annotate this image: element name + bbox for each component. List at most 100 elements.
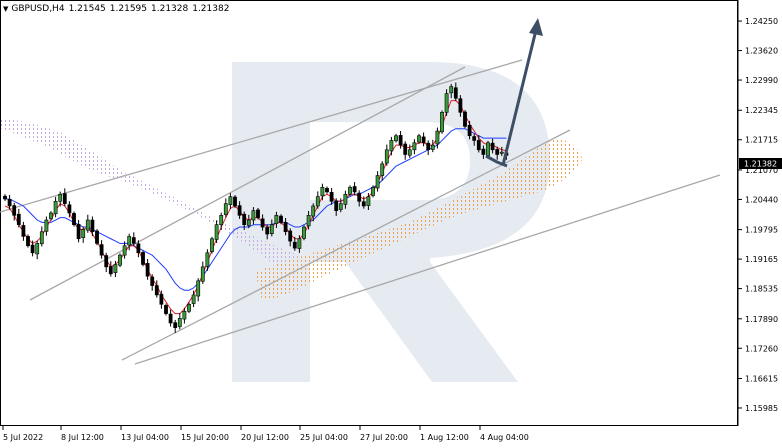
candle-body: [16, 213, 21, 226]
candle-body: [371, 186, 375, 196]
symbol-label: GBPUSD,H4: [11, 4, 65, 14]
candle-body: [274, 215, 279, 224]
candle: [145, 258, 150, 280]
candle-body: [463, 111, 467, 127]
candle: [325, 186, 329, 194]
price-tick-label: 1.20440: [745, 195, 778, 204]
candle-body: [380, 163, 385, 176]
candle: [237, 201, 242, 219]
candle-body: [191, 294, 196, 304]
candle: [449, 83, 454, 99]
price-tick-label: 1.22990: [745, 76, 778, 85]
candle-body: [228, 196, 233, 206]
candle-body: [481, 148, 486, 155]
candle-body: [311, 205, 316, 217]
candle: [260, 214, 265, 231]
candle-body: [219, 215, 224, 226]
candle-body: [279, 215, 283, 223]
price-tick-label: 1.23620: [745, 47, 778, 56]
candle: [453, 82, 458, 102]
open-value: 1.21545: [68, 4, 106, 14]
time-tick-label: 25 Jul 04:00: [300, 433, 348, 442]
candle-body: [127, 236, 132, 246]
candle: [297, 235, 302, 253]
price-axis: 1.24250 1.23620 1.22990 1.22345 1.21715 1.210…: [738, 17, 778, 413]
candle: [403, 141, 408, 160]
candle-body: [495, 149, 500, 155]
candle-body: [375, 175, 380, 189]
candle: [205, 249, 210, 271]
candle-body: [164, 305, 168, 314]
candle-body: [76, 224, 81, 240]
candle: [269, 219, 274, 237]
candle-body: [145, 263, 150, 277]
candle: [435, 127, 440, 149]
price-tick-label: 1.21070: [745, 166, 778, 175]
candle: [108, 261, 113, 277]
candle: [118, 253, 122, 268]
candle: [141, 250, 145, 267]
candle: [12, 202, 17, 221]
candle: [288, 228, 293, 247]
close-value: 1.21382: [192, 4, 230, 14]
candle: [444, 89, 449, 116]
candle: [177, 313, 182, 330]
candle-body: [440, 112, 444, 133]
candle: [136, 240, 141, 258]
candle-body: [246, 219, 251, 226]
candle-body: [154, 285, 159, 296]
candle-body: [173, 322, 178, 328]
candle-body: [288, 230, 293, 242]
candle-body: [30, 244, 35, 254]
candle: [49, 211, 53, 221]
candle: [467, 120, 472, 140]
candle: [67, 201, 72, 218]
candle: [3, 194, 7, 201]
candle: [407, 144, 412, 158]
candle: [191, 290, 196, 308]
candle-body: [81, 229, 86, 238]
candle: [334, 198, 339, 216]
time-axis: 5 Jul 2022 8 Jul 12:00 13 Jul 04:00 15 Jul …: [2, 426, 529, 442]
candle-body: [265, 227, 270, 235]
candle-body: [361, 201, 366, 207]
candle-body: [177, 318, 182, 327]
candle: [380, 161, 385, 181]
candle: [417, 133, 421, 144]
candle: [495, 146, 500, 160]
candle: [113, 260, 118, 278]
candle: [131, 232, 136, 247]
candle-body: [269, 224, 274, 234]
candle: [302, 225, 306, 241]
candle: [329, 187, 334, 205]
candle-body: [329, 192, 334, 202]
candle-body: [325, 188, 329, 193]
time-tick-label: 4 Aug 04:00: [480, 433, 529, 442]
candle-body: [320, 186, 325, 197]
trend-line: [134, 174, 721, 365]
candle-body: [131, 237, 136, 244]
current-price-tag-bg: [739, 158, 782, 169]
candle: [214, 220, 219, 244]
candle: [81, 226, 86, 243]
candle-body: [430, 144, 435, 150]
current-price-tag: 1.21382: [739, 158, 782, 169]
cloud-bearish: [0, 118, 300, 285]
candle: [251, 207, 256, 225]
candle: [283, 217, 288, 236]
candle-body: [150, 276, 155, 286]
candle-body: [187, 303, 191, 312]
candle-body: [486, 142, 490, 156]
price-tick-label: 1.24250: [745, 17, 778, 26]
candle-body: [417, 135, 421, 143]
trend-line: [0, 59, 523, 213]
candle: [223, 198, 228, 218]
candle-body: [3, 195, 7, 200]
candle-body: [499, 151, 504, 154]
candle-body: [39, 231, 44, 245]
candle-body: [99, 244, 104, 256]
cloud-bullish: [255, 138, 582, 300]
candle: [159, 290, 164, 309]
candle: [440, 110, 444, 134]
candle: [242, 211, 247, 230]
